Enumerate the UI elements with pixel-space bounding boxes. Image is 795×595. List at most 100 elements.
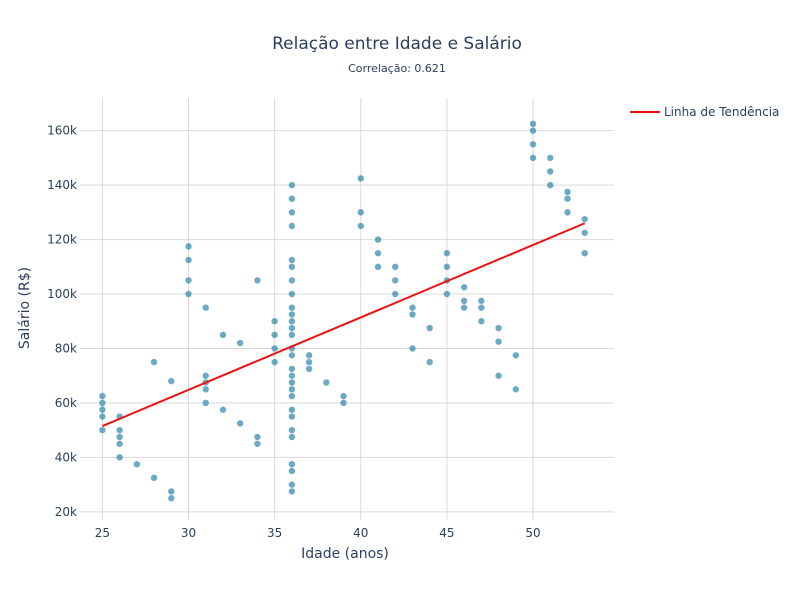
data-point (409, 345, 416, 352)
data-point (271, 345, 278, 352)
points-layer (99, 120, 588, 502)
data-point (581, 215, 588, 223)
data-point (219, 331, 227, 339)
data-point (237, 339, 244, 347)
x-axis-title: Idade (anos) (301, 546, 389, 562)
data-point (426, 358, 433, 366)
y-tick-label: 20k (55, 505, 77, 519)
data-point (150, 358, 158, 366)
legend[interactable]: Linha de Tendência (630, 105, 779, 119)
data-point (581, 229, 588, 236)
data-point (288, 481, 296, 488)
data-point (512, 386, 520, 393)
data-point (443, 290, 451, 298)
data-point (340, 392, 347, 400)
trend-layer (102, 222, 586, 427)
data-point (219, 406, 227, 413)
data-point (288, 222, 296, 230)
data-point (288, 331, 296, 339)
data-point (392, 263, 399, 270)
data-point (168, 488, 175, 495)
grid-layer (80, 98, 614, 520)
data-point (357, 209, 364, 216)
data-point (564, 195, 571, 202)
data-point (460, 284, 468, 291)
data-point (529, 127, 537, 134)
y-tick-label: 60k (55, 396, 77, 410)
data-point (288, 392, 296, 400)
data-point (288, 372, 296, 379)
data-point (254, 277, 261, 284)
data-point (547, 181, 554, 189)
data-point (202, 372, 209, 379)
chart-title: Relação entre Idade e Salário (272, 34, 522, 54)
data-point (254, 440, 261, 447)
data-point (288, 386, 296, 393)
data-point (288, 311, 296, 318)
chart-subtitle: Correlação: 0.621 (348, 62, 446, 75)
data-point (305, 358, 313, 366)
data-point (202, 386, 209, 393)
data-point (288, 426, 296, 434)
data-point (288, 195, 296, 202)
data-point (185, 243, 192, 250)
y-tick-label: 80k (55, 341, 77, 355)
data-point (168, 495, 175, 502)
legend-label-trend: Linha de Tendência (664, 105, 779, 119)
data-point (460, 304, 468, 311)
ticks-layer: 25 30 35 40 45 50 20k 40k 60k 80k 100k 120k 140k 160k (47, 124, 541, 540)
data-point (288, 277, 296, 284)
data-point (288, 433, 296, 441)
data-point (288, 488, 296, 495)
data-point (185, 290, 192, 298)
y-tick-label: 120k (47, 233, 77, 247)
data-point (529, 120, 537, 128)
data-point (547, 168, 554, 175)
data-point (237, 420, 244, 427)
data-point (288, 379, 296, 386)
data-point (288, 365, 296, 373)
data-point (529, 141, 537, 148)
data-point (99, 399, 106, 407)
data-point (185, 277, 192, 284)
trend-line (102, 222, 586, 427)
data-point (288, 209, 296, 216)
data-point (409, 304, 416, 311)
data-point (374, 236, 382, 243)
x-tick-label: 50 (525, 526, 540, 540)
data-point (564, 188, 571, 196)
data-point (288, 263, 296, 270)
data-point (374, 249, 382, 257)
data-point (564, 209, 571, 216)
data-point (288, 256, 296, 264)
x-tick-label: 45 (439, 526, 454, 540)
data-point (409, 311, 416, 318)
x-tick-label: 25 (95, 526, 110, 540)
data-point (288, 318, 296, 325)
data-point (529, 154, 537, 162)
y-tick-label: 100k (47, 287, 77, 301)
data-point (288, 352, 296, 359)
data-point (340, 399, 347, 407)
data-point (443, 263, 451, 270)
data-point (478, 297, 485, 305)
data-point (185, 256, 192, 264)
data-point (495, 338, 502, 345)
data-point (116, 433, 123, 441)
data-point (116, 454, 123, 461)
data-point (512, 352, 520, 359)
data-point (150, 474, 158, 481)
data-point (133, 460, 141, 468)
data-point (305, 365, 313, 373)
y-tick-label: 140k (47, 178, 77, 192)
data-point (288, 406, 296, 413)
data-point (99, 426, 106, 434)
data-point (495, 372, 502, 379)
data-point (495, 324, 502, 332)
data-point (288, 413, 296, 420)
data-point (254, 433, 261, 441)
data-point (202, 399, 209, 407)
x-tick-label: 35 (267, 526, 282, 540)
data-point (288, 460, 296, 468)
